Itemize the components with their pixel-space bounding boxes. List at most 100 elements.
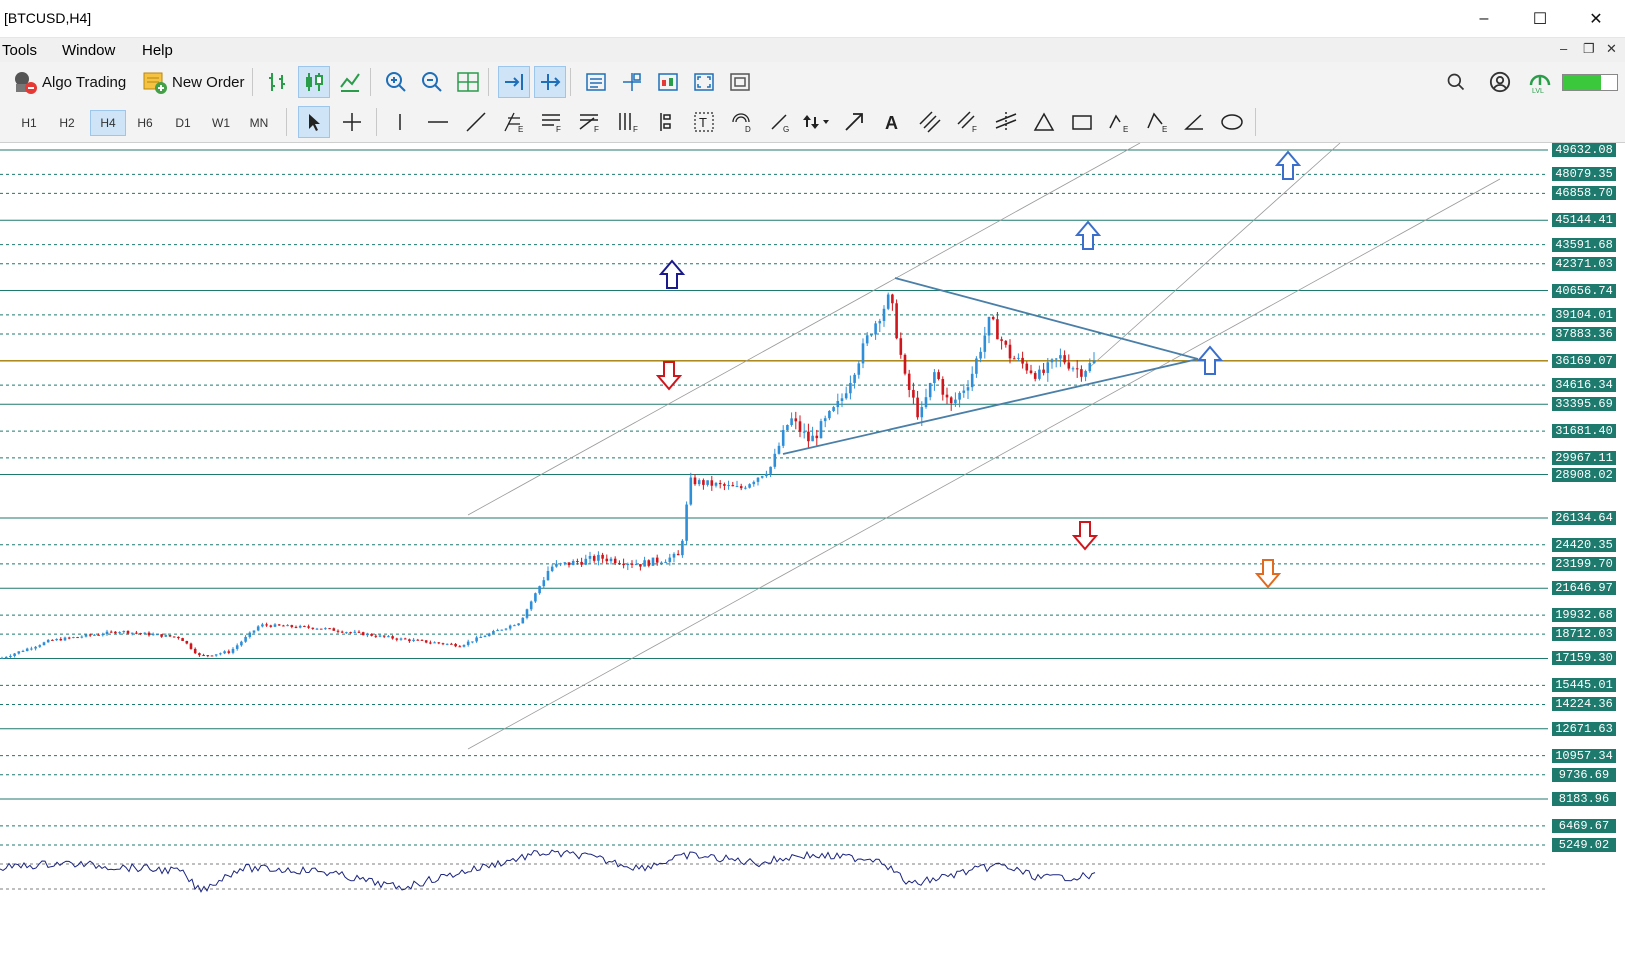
candle-body (571, 560, 575, 566)
rectangle-tool[interactable] (1066, 106, 1098, 138)
indicators-button[interactable] (580, 66, 612, 98)
fibo-fan-tool[interactable]: F (574, 106, 606, 138)
fibo-retracement-tool[interactable]: F (536, 106, 568, 138)
candlestick-chart-button[interactable] (298, 66, 330, 98)
candle-body (93, 634, 96, 636)
depth-of-market-button[interactable] (652, 66, 684, 98)
zoom-in-button[interactable] (380, 66, 412, 98)
timeframe-h4[interactable]: H4 (90, 110, 126, 136)
triangle-tool[interactable] (1028, 106, 1060, 138)
minimize-button[interactable]: – (1479, 9, 1489, 27)
candle-body (1038, 369, 1041, 379)
trendline-tool[interactable] (460, 106, 492, 138)
candle-body (1004, 340, 1008, 345)
crosshair-button[interactable] (616, 66, 648, 98)
algo-trading-button[interactable]: Algo Trading (10, 65, 126, 99)
candle-body (592, 556, 596, 561)
maximize-button[interactable]: ☐ (1532, 10, 1548, 28)
timeframe-mn[interactable]: MN (249, 116, 269, 130)
connection-strength-fill (1563, 75, 1601, 90)
arrow-line-tool[interactable] (838, 106, 870, 138)
vertical-line-tool[interactable] (384, 106, 416, 138)
ellipse-tool[interactable] (1216, 106, 1248, 138)
text-tool[interactable]: A (876, 106, 908, 138)
mdi-minimize-icon[interactable]: – (1560, 41, 1568, 56)
candle-body (1025, 363, 1029, 371)
crosshair-tool[interactable] (336, 106, 368, 138)
candle-body (731, 485, 735, 487)
elliott-wave-tool[interactable]: E (1104, 106, 1136, 138)
candle-body (391, 636, 394, 639)
candle-body (324, 628, 327, 630)
text-label-tool[interactable]: T (688, 106, 720, 138)
candle-body (269, 625, 273, 627)
gann-line-tool[interactable]: G (764, 106, 796, 138)
candle-body (840, 398, 844, 401)
candle-body (790, 418, 793, 426)
candle-body (739, 486, 743, 489)
timeframe-h6[interactable]: H6 (137, 116, 153, 130)
menu-window[interactable]: Window (62, 42, 116, 59)
menu-help[interactable]: Help (142, 42, 173, 59)
candle-body (660, 562, 663, 564)
fibo-arcs-tool[interactable]: D (726, 106, 758, 138)
mdi-restore-icon[interactable]: ❐ (1583, 41, 1595, 56)
chart-area[interactable]: 49632.08 48079.35 46858.70 45144.41 43591.68… (0, 143, 1625, 965)
candle-body (718, 483, 722, 485)
cursor-icon (309, 114, 320, 131)
candle-body (576, 560, 579, 562)
candle-body (626, 563, 630, 566)
close-button[interactable]: ✕ (1589, 10, 1603, 28)
candle-body (80, 636, 84, 638)
candle-body (114, 631, 117, 634)
text-label-icon: T (694, 112, 714, 132)
horizontal-line-tool[interactable] (422, 106, 454, 138)
pitchfork-tool[interactable] (650, 106, 682, 138)
arrow-down-icon (1071, 521, 1099, 551)
zoom-out-button[interactable] (416, 66, 448, 98)
mdi-close-icon[interactable]: ✕ (1606, 41, 1617, 56)
elliott-correction-tool[interactable]: E (1142, 106, 1174, 138)
candle-body (529, 601, 533, 610)
menu-tools[interactable]: Tools (2, 42, 38, 59)
candle-body (849, 382, 852, 394)
bar-chart-button[interactable] (262, 66, 294, 98)
auto-scroll-button[interactable] (498, 66, 530, 98)
fibo-expansion-tool[interactable]: E (498, 106, 530, 138)
fibo-channel-tool[interactable]: F (952, 106, 984, 138)
new-order-button[interactable]: New Order (142, 65, 245, 99)
candle-body (353, 631, 357, 633)
candle-body (622, 563, 625, 566)
timeframe-d1[interactable]: D1 (175, 116, 191, 130)
search-button[interactable] (1440, 66, 1472, 98)
price-level-label: 34616.34 (1552, 378, 1616, 393)
account-button[interactable] (1484, 66, 1516, 98)
candle-body (970, 373, 974, 388)
screenshot-button[interactable] (724, 66, 756, 98)
chart-shift-button[interactable] (534, 66, 566, 98)
fibo-timezones-tool[interactable]: F (612, 106, 644, 138)
regression-channel-tool[interactable] (990, 106, 1022, 138)
price-level-label: 10957.34 (1552, 748, 1616, 763)
timeframe-h2[interactable]: H2 (59, 116, 75, 130)
candle-body (605, 558, 609, 562)
price-chart[interactable] (0, 143, 1625, 965)
candle-body (382, 635, 386, 637)
price-level-label: 14224.36 (1552, 697, 1616, 712)
candle-body (954, 399, 957, 404)
arrows-tool[interactable] (800, 106, 832, 138)
fullscreen-button[interactable] (688, 66, 720, 98)
price-level-label: 15445.01 (1552, 678, 1616, 693)
angle-tool[interactable] (1178, 106, 1210, 138)
candle-body (307, 626, 310, 628)
timeframe-h1[interactable]: H1 (21, 116, 37, 130)
line-chart-button[interactable] (334, 66, 366, 98)
cursor-tool[interactable] (298, 106, 330, 138)
tile-windows-button[interactable] (452, 66, 484, 98)
timeframe-w1[interactable]: W1 (212, 116, 230, 130)
candle-body (823, 418, 827, 422)
candle-body (135, 632, 138, 634)
price-level-label: 9736.69 (1552, 767, 1616, 782)
signal-level-button[interactable]: LVL (1524, 66, 1556, 98)
equidistant-channel-tool[interactable] (914, 106, 946, 138)
